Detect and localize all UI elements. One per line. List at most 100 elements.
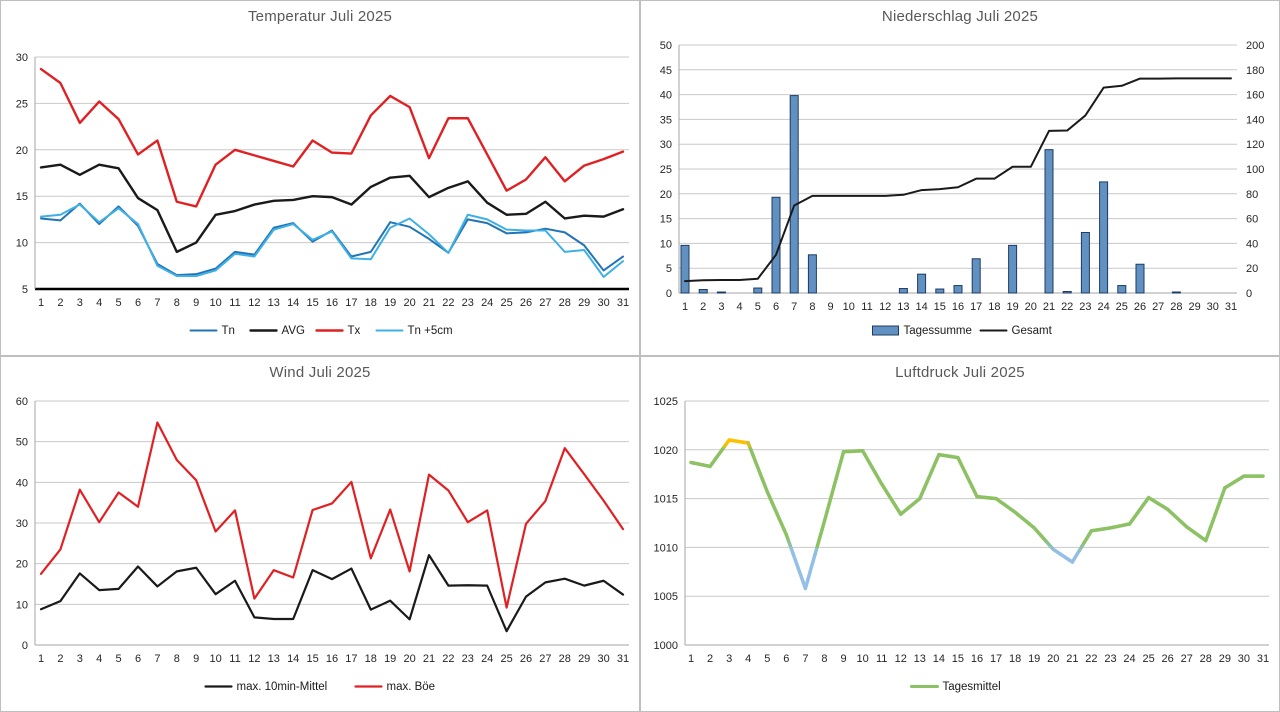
y-axis-labels-right: 0 20 40 60 80 100 120 140 160 180 200 <box>1246 40 1264 300</box>
svg-text:23: 23 <box>462 653 474 665</box>
svg-text:24: 24 <box>1097 301 1109 313</box>
svg-text:18: 18 <box>365 297 377 309</box>
svg-text:60: 60 <box>16 396 28 408</box>
svg-text:6: 6 <box>135 297 141 309</box>
legend-item-avg: AVG <box>249 325 305 337</box>
svg-text:1: 1 <box>682 301 688 313</box>
svg-text:27: 27 <box>539 297 551 309</box>
svg-text:21: 21 <box>423 297 435 309</box>
svg-text:8: 8 <box>821 653 827 665</box>
svg-text:2: 2 <box>57 297 63 309</box>
svg-text:25: 25 <box>660 164 672 176</box>
legend-item-tn: Tn <box>189 325 235 337</box>
svg-text:1025: 1025 <box>654 396 678 408</box>
svg-text:0: 0 <box>666 288 672 300</box>
svg-text:15: 15 <box>306 297 318 309</box>
svg-text:17: 17 <box>990 653 1002 665</box>
gridlines <box>35 400 629 646</box>
svg-text:20: 20 <box>16 559 28 571</box>
svg-text:14: 14 <box>933 653 945 665</box>
svg-text:15: 15 <box>934 301 946 313</box>
legend-item-gesamt: Gesamt <box>979 325 1053 337</box>
svg-text:27: 27 <box>539 653 551 665</box>
legend-item-tagessumme: Tagessumme <box>872 325 972 337</box>
svg-text:3: 3 <box>77 297 83 309</box>
svg-text:29: 29 <box>1188 301 1200 313</box>
svg-text:5: 5 <box>666 263 672 275</box>
svg-text:9: 9 <box>828 301 834 313</box>
svg-text:max. Böe: max. Böe <box>387 681 436 693</box>
svg-text:Tn +5cm: Tn +5cm <box>408 325 453 337</box>
svg-text:5: 5 <box>116 653 122 665</box>
svg-text:2: 2 <box>707 653 713 665</box>
svg-text:30: 30 <box>16 52 28 64</box>
svg-text:10: 10 <box>16 599 28 611</box>
gridlines <box>679 44 1237 294</box>
svg-text:6: 6 <box>783 653 789 665</box>
svg-text:7: 7 <box>154 653 160 665</box>
svg-text:1015: 1015 <box>654 494 678 506</box>
svg-text:0: 0 <box>22 640 28 652</box>
svg-text:30: 30 <box>16 518 28 530</box>
svg-text:15: 15 <box>952 653 964 665</box>
svg-text:6: 6 <box>135 653 141 665</box>
svg-text:10: 10 <box>209 653 221 665</box>
svg-text:Tx: Tx <box>348 325 361 337</box>
svg-text:7: 7 <box>791 301 797 313</box>
svg-text:1020: 1020 <box>654 445 678 457</box>
svg-text:200: 200 <box>1246 40 1264 52</box>
chart-panel-niederschlag: Niederschlag Juli 2025 0 5 10 15 20 25 30 35 40 4… <box>640 0 1280 356</box>
gridlines <box>35 56 629 291</box>
svg-text:8: 8 <box>174 297 180 309</box>
svg-text:13: 13 <box>268 653 280 665</box>
chart-panel-luftdruck: Luftdruck Juli 2025 1000 1005 1010 1015 1020… <box>640 356 1280 712</box>
svg-text:13: 13 <box>897 301 909 313</box>
svg-text:25: 25 <box>16 98 28 110</box>
svg-text:27: 27 <box>1152 301 1164 313</box>
svg-text:21: 21 <box>1066 653 1078 665</box>
svg-text:25: 25 <box>1116 301 1128 313</box>
svg-text:28: 28 <box>1170 301 1182 313</box>
svg-text:10: 10 <box>209 297 221 309</box>
svg-text:24: 24 <box>481 653 493 665</box>
series-AVG <box>39 163 625 254</box>
gridlines <box>685 400 1269 646</box>
svg-text:100: 100 <box>1246 164 1264 176</box>
svg-text:19: 19 <box>1028 653 1040 665</box>
svg-text:9: 9 <box>193 297 199 309</box>
svg-text:40: 40 <box>660 90 672 102</box>
svg-text:AVG: AVG <box>282 325 305 337</box>
x-axis-labels: 1 2 3 4 5 6 7 8 9 10 11 12 13 14 15 16 17 18 19 20 21 22 23 24 2… <box>38 653 629 665</box>
svg-text:13: 13 <box>914 653 926 665</box>
svg-text:40: 40 <box>1246 238 1258 250</box>
svg-text:29: 29 <box>578 297 590 309</box>
svg-text:20: 20 <box>660 189 672 201</box>
svg-text:16: 16 <box>952 301 964 313</box>
svg-text:31: 31 <box>1257 653 1269 665</box>
svg-text:20: 20 <box>16 145 28 157</box>
svg-text:4: 4 <box>96 653 102 665</box>
svg-text:7: 7 <box>802 653 808 665</box>
svg-text:180: 180 <box>1246 65 1264 77</box>
svg-text:5: 5 <box>764 653 770 665</box>
svg-text:0: 0 <box>1246 288 1252 300</box>
chart-panel-wind: Wind Juli 2025 0 10 20 30 40 50 60 1 2 3 4 5 6 7 8 9 10 1… <box>0 356 640 712</box>
luftdruck-title: Luftdruck Juli 2025 <box>895 364 1025 381</box>
svg-text:26: 26 <box>520 653 532 665</box>
svg-text:5: 5 <box>755 301 761 313</box>
svg-text:29: 29 <box>578 653 590 665</box>
svg-text:1000: 1000 <box>654 640 678 652</box>
svg-text:26: 26 <box>1162 653 1174 665</box>
bars-tagessumme <box>680 95 1181 294</box>
svg-text:12: 12 <box>248 653 260 665</box>
wind-title: Wind Juli 2025 <box>269 364 371 381</box>
legend-item-tagesmittel: Tagesmittel <box>910 681 1001 693</box>
svg-text:14: 14 <box>287 297 299 309</box>
svg-text:30: 30 <box>597 653 609 665</box>
svg-text:50: 50 <box>660 40 672 52</box>
svg-text:28: 28 <box>1200 653 1212 665</box>
series-max. Böe <box>39 421 625 609</box>
svg-text:10: 10 <box>856 653 868 665</box>
